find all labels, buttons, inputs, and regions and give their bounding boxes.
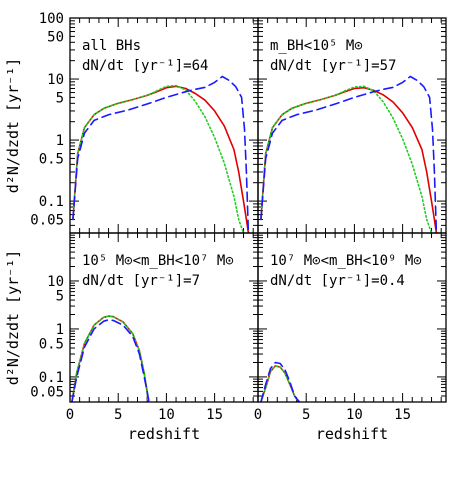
y-tick-label: 0.5 (39, 336, 64, 352)
panel-label-line2: dN/dt [yr⁻¹]=57 (270, 58, 396, 74)
panel-2: m_BH<10⁵ M⊙ dN/dt [yr⁻¹]=57 (257, 17, 447, 234)
series-green-dotted-panel-1 (72, 84, 245, 233)
x-tick-label: 5 (114, 407, 122, 423)
panel-label-line1: all BHs (82, 38, 141, 54)
y-tick-label: 100 (39, 11, 64, 27)
y-tick-label: 0.1 (39, 370, 64, 386)
x-tick-label: 15 (206, 407, 223, 423)
x-tick-label: 10 (346, 407, 363, 423)
panel-label-line1: 10⁷ M⊙<m_BH<10⁹ M⊙ (270, 253, 422, 269)
panel-1: all BHs dN/dt [yr⁻¹]=64 (69, 17, 259, 234)
y-tick-label: 0.05 (30, 384, 64, 400)
y-tick-label: 5 (56, 288, 64, 304)
y-axis-label: d²N/dzdt [yr⁻¹] (4, 250, 22, 385)
x-axis-label: redshift (128, 425, 200, 443)
panel-3: 10⁵ M⊙<m_BH<10⁷ M⊙ dN/dt [yr⁻¹]=7 (69, 232, 259, 403)
y-tick-label: 50 (47, 29, 64, 45)
panel-4: 10⁷ M⊙<m_BH<10⁹ M⊙ dN/dt [yr⁻¹]=0.4 (257, 232, 447, 403)
y-tick-label: 0.1 (39, 194, 64, 210)
x-tick-label: 10 (158, 407, 175, 423)
series-red-solid-panel-1 (72, 85, 250, 233)
series-blue-dashed-panel-1 (72, 75, 250, 233)
x-tick-label: 5 (302, 407, 310, 423)
series-blue-dashed-panel-3 (71, 318, 150, 402)
series-red-solid-panel-2 (260, 86, 438, 233)
panel-frame (257, 232, 447, 403)
x-tick-label: 0 (66, 407, 74, 423)
x-tick-label: 15 (394, 407, 411, 423)
y-axis-label: d²N/dzdt [yr⁻¹] (4, 58, 22, 193)
y-tick-label: 1 (56, 322, 64, 338)
panel-label-line1: 10⁵ M⊙<m_BH<10⁷ M⊙ (82, 253, 234, 269)
y-tick-label: 10 (47, 274, 64, 290)
x-axis-label: redshift (316, 425, 388, 443)
y-tick-label: 0.5 (39, 151, 64, 167)
series-blue-dashed-panel-4 (260, 361, 301, 402)
panel-label-line2: dN/dt [yr⁻¹]=0.4 (270, 273, 405, 289)
series-blue-dashed-panel-2 (260, 75, 438, 233)
series-red-solid-panel-3 (71, 315, 149, 402)
x-tick-label: 0 (254, 407, 262, 423)
y-tick-label: 5 (56, 90, 64, 106)
y-tick-label: 1 (56, 133, 64, 149)
y-tick-label: 10 (47, 72, 64, 88)
series-green-dotted-panel-3 (71, 315, 149, 402)
panel-label-line2: dN/dt [yr⁻¹]=7 (82, 273, 200, 289)
panel-label-line1: m_BH<10⁵ M⊙ (270, 38, 363, 54)
y-tick-label: 0.05 (30, 212, 64, 228)
series-green-dotted-panel-2 (260, 85, 433, 233)
panel-label-line2: dN/dt [yr⁻¹]=64 (82, 58, 208, 74)
